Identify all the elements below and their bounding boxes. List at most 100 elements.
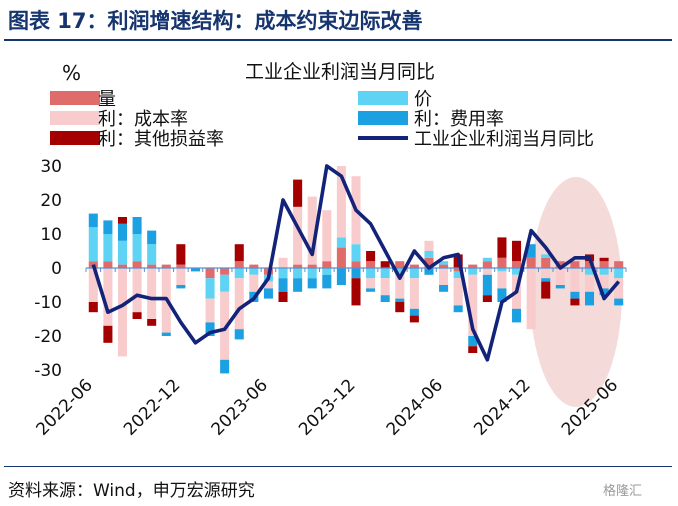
bar-2022-06-s2 [88, 268, 98, 302]
bar-2023-10-s2 [322, 210, 332, 262]
bar-2022-09-s0 [132, 261, 142, 268]
bar-2023-09-s0 [307, 264, 317, 268]
bar-2024-09-s4 [482, 295, 492, 302]
bar-2024-04-s3 [409, 308, 419, 316]
bar-2023-11-s0 [336, 247, 346, 268]
bar-2022-10-s4 [147, 319, 157, 326]
bar-2025-01-s1 [541, 254, 551, 258]
bar-2025-03-s3 [570, 291, 580, 299]
bar-2023-11-s2 [336, 166, 346, 238]
bar-2024-11-s1 [512, 268, 522, 275]
legend-swatch [50, 111, 100, 125]
bar-2024-12-s3 [526, 244, 536, 258]
bar-2024-08-s4 [468, 346, 478, 353]
bar-2022-12-s0 [176, 264, 186, 268]
bar-2024-10-s3 [497, 288, 507, 302]
bar-2023-03-s1 [220, 274, 230, 292]
bar-2023-08-s3 [293, 278, 303, 292]
bar-2023-12-s1 [351, 244, 361, 262]
line-series [91, 164, 621, 362]
bar-2023-04-s4 [234, 244, 244, 262]
bar-2024-01-s0 [366, 261, 376, 268]
bar-2024-01-s2 [366, 278, 376, 289]
legend-label: 利：费用率 [414, 109, 504, 130]
bar-2025-06-s0 [614, 261, 624, 268]
bar-2024-05-s1 [424, 251, 434, 258]
source-note: 资料来源：Wind，申万宏源研究 [8, 481, 255, 501]
bar-2025-03-s4 [570, 298, 580, 306]
bar-2022-07-s2 [103, 268, 113, 326]
bar-2025-05-s2 [599, 274, 609, 289]
bar-2024-05-s0 [424, 257, 434, 268]
bar-2025-03-s0 [570, 261, 580, 268]
bar-2024-02-s2 [380, 278, 390, 296]
bar-2023-09-s1 [307, 268, 317, 279]
bar-2022-07-s1 [103, 234, 113, 262]
bar-2022-06-s1 [88, 227, 98, 262]
bar-2023-07-s1 [278, 268, 288, 279]
y-tick-label: 20 [40, 191, 62, 211]
bar-2024-03-s2 [395, 274, 405, 299]
bar-2024-04-s0 [409, 264, 419, 268]
chart-title: 工业企业利润当月同比 [245, 61, 435, 83]
bar-2024-03-s4 [395, 302, 405, 313]
bar-2023-12-s0 [351, 261, 361, 268]
bar-2024-02-s4 [380, 261, 390, 268]
x-tick-label: 2022-06 [32, 375, 96, 439]
bar-2025-01-s0 [541, 257, 551, 268]
bar-2025-06-s1 [614, 268, 624, 279]
bar-2023-04-s3 [234, 329, 244, 340]
bar-2024-12-s0 [526, 257, 536, 268]
bar-2022-08-s4 [117, 217, 128, 224]
bar-2024-01-s1 [366, 268, 376, 279]
bar-2024-08-s2 [468, 274, 478, 336]
bar-2023-11-s3 [336, 268, 346, 285]
bar-2022-08-s3 [117, 223, 128, 241]
x-tick-label: 2022-12 [120, 375, 184, 439]
title-divider [4, 39, 672, 41]
bar-2023-07-s4 [278, 291, 288, 302]
bar-2024-10-s4 [497, 237, 507, 258]
bar-2023-02-s0 [205, 268, 215, 279]
bar-2024-07-s1 [453, 271, 463, 279]
bar-2023-04-s1 [234, 268, 244, 279]
legend-label: 利：其他损益率 [98, 129, 224, 150]
bar-2023-10-s0 [322, 261, 332, 268]
legend-swatch [50, 91, 100, 105]
bar-2023-08-s4 [293, 179, 303, 207]
bar-2024-04-s4 [409, 315, 419, 323]
bar-2024-09-s0 [482, 261, 492, 268]
bar-2025-04-s2 [584, 274, 595, 292]
bar-2023-06-s2 [263, 281, 273, 289]
legend-label: 利：成本率 [98, 109, 188, 130]
bar-2024-06-s2 [439, 268, 449, 285]
bar-2023-04-s0 [234, 261, 244, 268]
bar-2022-07-s3 [103, 220, 113, 234]
bar-2022-12-s3 [176, 285, 186, 289]
bar-2022-12-s4 [176, 244, 186, 265]
bar-2025-01-s3 [541, 278, 551, 282]
bar-2024-01-s4 [366, 251, 376, 262]
bar-2023-05-s2 [249, 274, 259, 292]
bar-2024-06-s3 [439, 285, 449, 292]
bar-2023-10-s3 [322, 274, 332, 289]
bar-2024-06-s0 [439, 264, 449, 268]
bar-2022-10-s0 [147, 264, 157, 268]
bar-2024-09-s3 [482, 274, 492, 296]
bar-2023-12-s3 [351, 268, 361, 279]
bar-2025-02-s2 [555, 268, 565, 285]
bar-2024-10-s2 [497, 271, 507, 289]
bar-2022-07-s4 [103, 325, 113, 343]
bar-2024-07-s3 [453, 305, 463, 313]
figure-title: 图表 17：利润增速结构：成本约束边际改善 [8, 9, 423, 33]
bar-2025-01-s4 [541, 281, 551, 299]
bar-2023-02-s1 [205, 278, 215, 299]
bar-2022-12-s2 [176, 268, 186, 285]
bar-2025-05-s1 [599, 268, 609, 275]
bar-2023-02-s3 [205, 322, 215, 336]
y-axis-unit: % [62, 61, 81, 85]
bar-2025-05-s3 [599, 288, 609, 296]
bar-2023-06-s3 [263, 288, 273, 299]
bar-2024-02-s3 [380, 295, 390, 302]
